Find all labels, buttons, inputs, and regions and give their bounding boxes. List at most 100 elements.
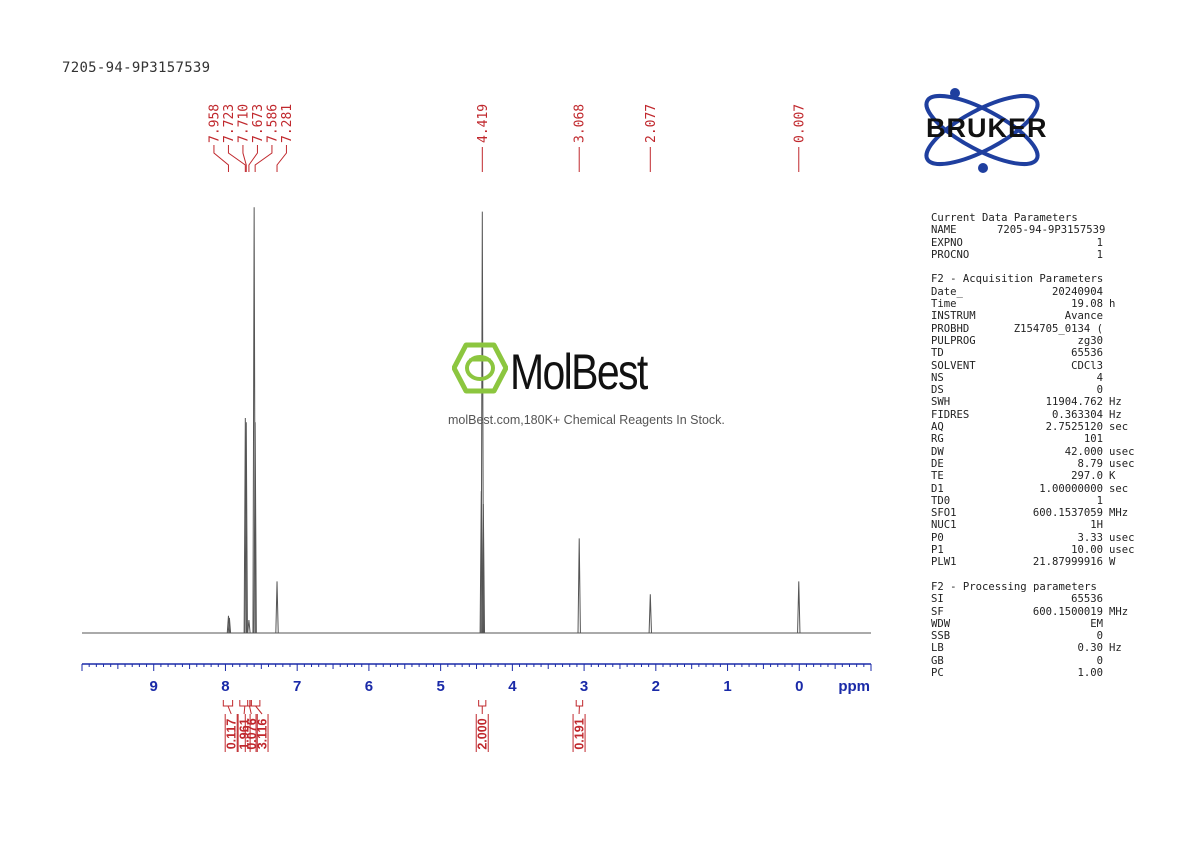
integral-bracket xyxy=(239,700,251,707)
parameter-value: 297.0 xyxy=(1071,470,1103,483)
parameter-unit xyxy=(1103,249,1109,261)
axis-tick-label: 5 xyxy=(436,678,444,695)
parameter-row: Time 19.08 h xyxy=(931,298,1139,310)
parameter-unit: MHz xyxy=(1109,507,1129,520)
parameter-key: SF xyxy=(931,605,944,618)
parameter-row: TD 65536 xyxy=(931,347,1139,359)
parameter-row: SWH 11904.762 Hz xyxy=(931,396,1139,408)
axis-tick-label: 7 xyxy=(293,678,301,695)
peak-label: 7.710 xyxy=(236,104,251,143)
peak-label-connector xyxy=(227,145,246,172)
integral-value: 0.076 xyxy=(245,718,259,749)
integral-value: 3.116 xyxy=(256,719,270,750)
parameter-key: NUC1 xyxy=(931,519,957,532)
peak-label-connector xyxy=(248,145,258,172)
parameter-key: TD0 xyxy=(931,494,951,507)
peak-label-connector xyxy=(242,145,247,172)
peak-label: 3.068 xyxy=(573,104,588,143)
spectrum-trace-group xyxy=(82,207,871,634)
peak-label: 0.007 xyxy=(792,104,807,143)
parameter-unit: Hz xyxy=(1109,408,1122,421)
parameter-row: NAME 7205-94-9P3157539 xyxy=(931,224,1139,236)
parameter-value: 1.00 xyxy=(1077,666,1103,679)
integral-connector xyxy=(227,705,232,715)
parameter-key: RG xyxy=(931,433,944,446)
parameter-unit xyxy=(1103,310,1109,322)
parameter-value: 21.87999916 xyxy=(1032,556,1103,569)
axis-tick-label: 9 xyxy=(150,678,158,695)
parameter-section-title: F2 - Acquisition Parameters xyxy=(931,273,1104,286)
spectrum-peak xyxy=(244,422,248,634)
integral-bracket xyxy=(478,700,487,707)
parameter-key: SWH xyxy=(931,396,951,409)
parameter-unit xyxy=(1103,630,1109,642)
parameter-unit xyxy=(1103,237,1109,249)
parameter-unit: W xyxy=(1109,556,1116,569)
parameter-unit xyxy=(1103,335,1109,347)
parameter-unit: MHz xyxy=(1109,605,1129,618)
parameter-row: DS 0 xyxy=(931,384,1139,396)
parameter-panel: Current Data Parameters NAME 7205-94-9P315… xyxy=(931,212,1139,679)
parameter-row: SI 65536 xyxy=(931,593,1139,605)
parameter-key: EXPNO xyxy=(931,236,963,249)
spectrum-peak xyxy=(247,620,251,634)
parameter-value: 3.33 xyxy=(1077,531,1103,544)
parameter-value: 1 xyxy=(1096,236,1103,249)
peak-label: 7.586 xyxy=(265,104,280,143)
watermark-brand-name: MolBest xyxy=(510,344,648,400)
parameter-value: 600.1500019 xyxy=(1032,605,1103,618)
spectrum-peak xyxy=(577,538,581,634)
peak-label: 2.077 xyxy=(644,104,659,143)
parameter-row: P1 10.00 usec xyxy=(931,544,1139,556)
parameter-value: zg30 xyxy=(1077,334,1103,347)
parameter-value: CDCl3 xyxy=(1071,359,1103,372)
parameter-key: Date_ xyxy=(931,285,963,298)
parameter-key: DS xyxy=(931,384,944,397)
parameter-key: P1 xyxy=(931,544,944,557)
ppm-axis: 9 8 7 6 5 4 3 2 1 0 ppm xyxy=(81,663,872,695)
parameter-key: GB xyxy=(931,654,944,667)
parameter-unit: sec xyxy=(1109,482,1129,495)
parameter-unit xyxy=(1103,347,1109,359)
parameter-value: 1H xyxy=(1090,519,1103,532)
parameter-key: Time xyxy=(931,298,957,311)
parameter-value: 1 xyxy=(1096,494,1103,507)
parameter-value: 65536 xyxy=(1071,347,1103,360)
sample-title: 7205-94-9P3157539 xyxy=(62,60,211,76)
parameter-row: NUC1 1H xyxy=(931,519,1139,531)
parameter-row: TD0 1 xyxy=(931,495,1139,507)
axis-tick-label: 1 xyxy=(723,678,731,695)
parameter-value: 1 xyxy=(1096,248,1103,261)
axis-tick-label: 6 xyxy=(365,678,373,695)
integral-value: 0.117 xyxy=(225,719,239,750)
parameter-key: PULPROG xyxy=(931,334,976,347)
parameter-value: 0 xyxy=(1096,654,1103,667)
parameter-row: AQ 2.7525120 sec xyxy=(931,421,1139,433)
parameter-key: SOLVENT xyxy=(931,359,976,372)
integral-bracket xyxy=(250,700,261,707)
parameter-value: 0 xyxy=(1096,630,1103,643)
axis-tick-label: 3 xyxy=(580,678,588,695)
parameter-unit xyxy=(1103,384,1109,396)
peak-label-connector xyxy=(276,145,287,172)
parameter-key: PC xyxy=(931,666,944,679)
parameter-unit: Hz xyxy=(1109,396,1122,409)
integral-connector xyxy=(255,705,263,715)
parameter-key: TD xyxy=(931,347,944,360)
parameter-key: SI xyxy=(931,593,944,606)
spectrum-peak xyxy=(797,581,801,634)
parameter-unit: sec xyxy=(1109,421,1129,434)
parameter-unit xyxy=(1103,519,1109,531)
parameter-key: FIDRES xyxy=(931,408,970,421)
integral-connector xyxy=(243,705,246,715)
parameter-value: 20240904 xyxy=(1051,285,1103,298)
parameter-row: EXPNO 1 xyxy=(931,237,1139,249)
parameter-value: 0.30 xyxy=(1077,642,1103,655)
parameter-key: NAME xyxy=(931,224,957,237)
axis-tick-label: 2 xyxy=(652,678,660,695)
peak-label: 4.419 xyxy=(476,104,491,143)
parameter-unit: h xyxy=(1109,298,1116,311)
integral-connector xyxy=(248,705,252,715)
parameter-value: 4 xyxy=(1096,371,1103,384)
parameter-section-title: Current Data Parameters xyxy=(931,212,1078,224)
